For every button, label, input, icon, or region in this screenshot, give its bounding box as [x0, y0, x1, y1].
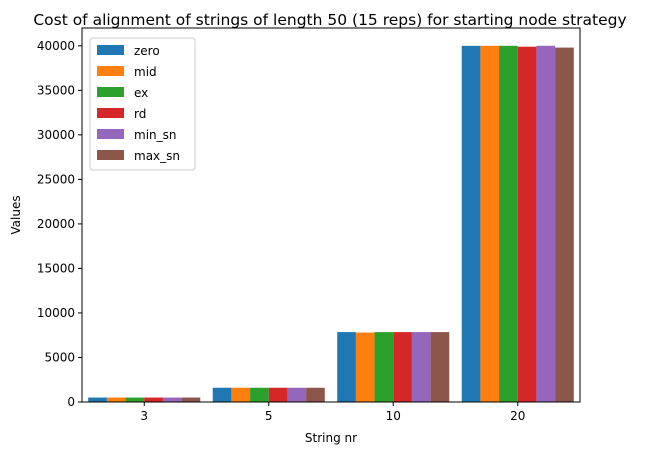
legend-label-ex: ex — [134, 86, 148, 100]
bar-rd-5 — [268, 387, 288, 402]
y-tick-label-25000: 25000 — [37, 172, 75, 186]
bar-rd-3 — [144, 397, 163, 402]
plot-frame — [81, 27, 581, 403]
bar-ex-5 — [250, 387, 269, 402]
x-axis-label: String nr — [305, 431, 357, 445]
chart-title: Cost of alignment of strings of length 5… — [33, 11, 626, 29]
y-tick-label-0: 0 — [67, 395, 75, 409]
x-tick-label-10: 10 — [386, 409, 401, 423]
y-tick-label-40000: 40000 — [37, 39, 75, 53]
legend-label-rd: rd — [134, 107, 146, 121]
bar-max_sn-3 — [181, 397, 201, 402]
bar-max_sn-10 — [430, 332, 450, 402]
bar-zero-20 — [461, 45, 481, 403]
legend-label-zero: zero — [134, 44, 160, 58]
bar-rd-10 — [393, 332, 412, 402]
bar-max_sn-20 — [555, 47, 574, 403]
bar-mid-5 — [231, 387, 251, 402]
bar-zero-10 — [337, 332, 356, 402]
bar-mid-20 — [480, 45, 500, 403]
bar-ex-3 — [125, 397, 145, 402]
bar-mid-10 — [355, 332, 375, 402]
legend: zero mid ex rd min_sn max_sn — [89, 37, 196, 171]
bar-mid-3 — [106, 397, 126, 402]
bar-zero-5 — [212, 387, 232, 402]
legend-label-max_sn: max_sn — [134, 149, 180, 163]
bar-max_sn-5 — [306, 387, 325, 402]
y-tick-label-30000: 30000 — [37, 128, 75, 142]
bar-ex-10 — [374, 332, 394, 402]
bar-zero-3 — [88, 397, 107, 402]
bar-ex-20 — [499, 45, 518, 403]
bar-min_sn-10 — [411, 332, 431, 402]
legend-swatch-min_sn — [97, 129, 124, 139]
x-tick-label-3: 3 — [140, 409, 148, 423]
legend-swatch-mid — [97, 66, 124, 76]
y-tick-label-15000: 15000 — [37, 261, 75, 275]
bar-min_sn-20 — [536, 45, 556, 403]
y-tick-label-5000: 5000 — [44, 350, 75, 364]
x-tick-label-5: 5 — [265, 409, 273, 423]
legend-swatch-max_sn — [97, 150, 124, 160]
bar-min_sn-3 — [162, 397, 182, 402]
legend-label-mid: mid — [134, 65, 157, 79]
x-axis: 3 5 10 20 — [140, 402, 525, 423]
legend-swatch-rd — [97, 108, 124, 118]
x-tick-label-20: 20 — [510, 409, 525, 423]
bar-rd-20 — [517, 46, 537, 402]
y-tick-label-10000: 10000 — [37, 306, 75, 320]
y-tick-label-20000: 20000 — [37, 217, 75, 231]
y-axis-label: Values — [9, 195, 23, 234]
legend-label-min_sn: min_sn — [134, 128, 177, 142]
bar-min_sn-5 — [287, 387, 307, 402]
y-axis: 0 5000 10000 15000 20000 25000 30000 35000 40000 — [37, 39, 82, 409]
y-tick-label-35000: 35000 — [37, 83, 75, 97]
bars-layer — [88, 45, 574, 403]
legend-swatch-zero — [97, 45, 124, 55]
legend-swatch-ex — [97, 87, 124, 97]
